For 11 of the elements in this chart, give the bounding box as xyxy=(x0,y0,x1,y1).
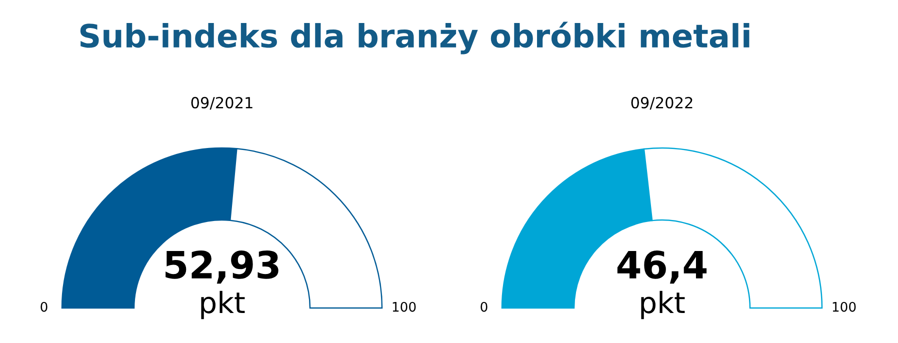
chart-subtitle: 09/2022 xyxy=(631,96,692,110)
text: 0 xyxy=(40,302,48,312)
data-label: 52,93 xyxy=(166,250,278,284)
text: pkt xyxy=(201,290,245,320)
text: 0 xyxy=(480,302,488,312)
data-label: 46,4 xyxy=(617,250,707,284)
text: pkt xyxy=(641,290,685,320)
text: 100 xyxy=(832,302,856,312)
chart-title: Sub-indeks dla branży obróbki metali xyxy=(80,22,750,54)
text: 100 xyxy=(392,302,416,312)
chart-subtitle: 09/2021 xyxy=(191,96,252,110)
